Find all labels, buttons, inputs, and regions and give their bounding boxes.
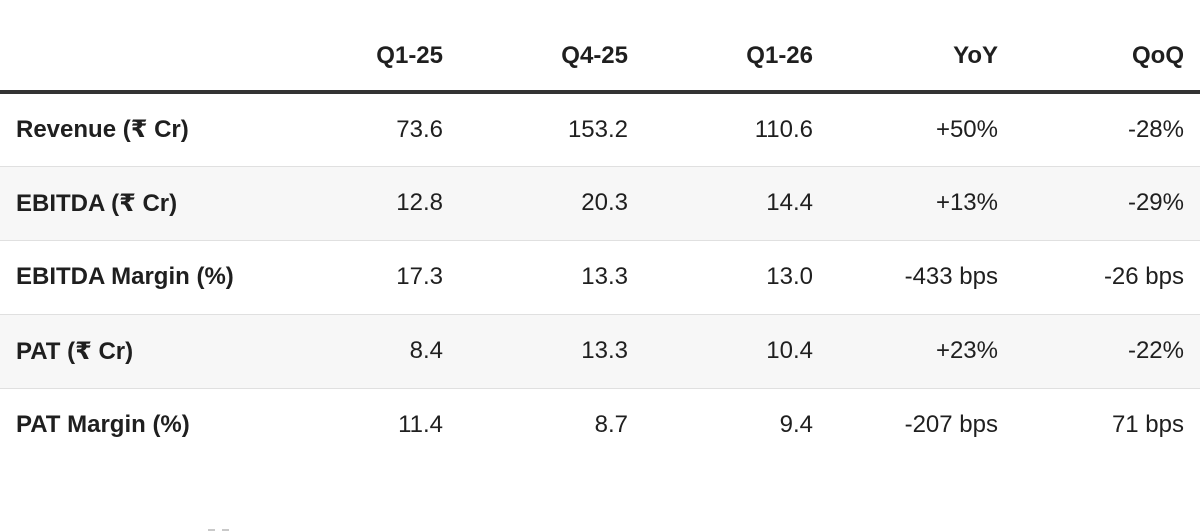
metric-label: EBITDA Margin (%) [0,239,258,314]
value-cell: -29% [998,165,1200,240]
column-header-yoy: YoY [813,0,998,94]
value-cell: -26 bps [998,239,1200,314]
value-cell: -433 bps [813,239,998,314]
value-cell: 8.4 [258,313,443,388]
column-header-metric [0,0,258,94]
value-cell: -22% [998,313,1200,388]
metric-label: EBITDA (₹ Cr) [0,165,258,240]
column-header-q4-25: Q4-25 [443,0,628,94]
column-header-q1-25: Q1-25 [258,0,443,94]
value-cell: 13.3 [443,313,628,388]
value-cell: +23% [813,313,998,388]
value-cell: +13% [813,165,998,240]
table-header: Q1-25 Q4-25 Q1-26 YoY QoQ [0,0,1200,94]
value-cell: 153.2 [567,115,628,143]
value-cell: 110.6 [754,115,813,143]
value-cell: 20.3 [443,165,628,240]
metric-label: PAT Margin (%) [0,387,258,462]
metric-label: Revenue (₹ Cr) [16,116,189,144]
value-cell: 17.3 [258,239,443,314]
quarterly-results-table: Q1-25 Q4-25 Q1-26 YoY QoQ Revenue (₹ Cr)… [0,0,1200,462]
value-cell: 14.4 [628,165,813,240]
value-cell: 13.3 [443,239,628,314]
table-row-pat-margin: PAT Margin (%) 11.4 8.7 9.4 -207 bps 71 … [0,387,1200,462]
value-cell: 11.4 [258,387,443,462]
value-cell: 8.7 [443,387,628,462]
metric-label: PAT (₹ Cr) [0,313,258,388]
column-header-qoq: QoQ [998,0,1200,94]
value-cell: 9.4 [628,387,813,462]
table-row-pat: PAT (₹ Cr) 8.4 13.3 10.4 +23% -22% [0,313,1200,388]
header-row: Q1-25 Q4-25 Q1-26 YoY QoQ [0,0,1200,94]
value-cell: 10.4 [628,313,813,388]
value-cell: -28% [1127,115,1184,143]
table-row-ebitda: EBITDA (₹ Cr) 12.8 20.3 14.4 +13% -29% [0,165,1200,240]
value-cell: +50% [935,115,998,143]
table-row-ebitda-margin: EBITDA Margin (%) 17.3 13.3 13.0 -433 bp… [0,239,1200,314]
value-cell: 73.6 [396,115,443,143]
column-header-q1-26: Q1-26 [628,0,813,94]
value-cell: -207 bps [813,387,998,462]
table-row-revenue: Revenue (₹ Cr) 73.6 153.2 110.6 +50% -28… [0,92,1200,166]
cut-off-content-artifact [208,529,236,532]
value-cell: 71 bps [998,387,1200,462]
value-cell: 13.0 [628,239,813,314]
table-body: Revenue (₹ Cr) 73.6 153.2 110.6 +50% -28… [0,92,1200,462]
value-cell: 12.8 [258,165,443,240]
